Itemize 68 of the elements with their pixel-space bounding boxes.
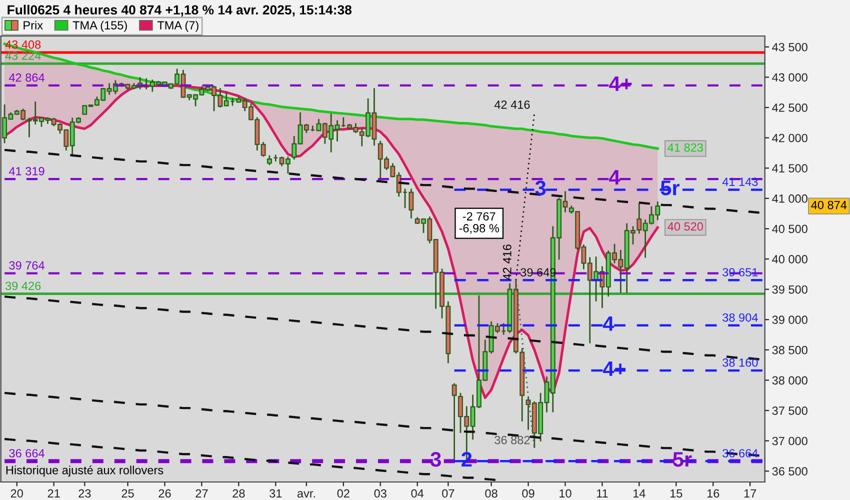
line-series — [515, 112, 536, 281]
y-tick-label: 37 000 — [772, 436, 808, 446]
y-tick-label: 43 500 — [772, 42, 808, 52]
x-tick-label: 14 — [633, 489, 646, 498]
x-tick-label: 28 — [232, 489, 245, 498]
x-tick-label: 15 — [670, 489, 682, 498]
y-tick-label: 41 000 — [772, 194, 808, 203]
y-tick-label: 42 000 — [772, 134, 808, 142]
data-label: 36 882 — [494, 436, 530, 444]
x-tick-label: 04 — [411, 489, 424, 498]
annotation: 3 — [535, 180, 546, 196]
x-tick-label: 21 — [48, 489, 60, 498]
x-tick-label: 27 — [196, 489, 208, 498]
data-label: 39 764 — [9, 261, 44, 270]
ref-line-label: 39 426 — [5, 282, 41, 290]
x-tick-label: 07 — [442, 489, 454, 498]
ref-line-label: 43 224 — [5, 52, 41, 60]
data-label: 41 319 — [8, 166, 44, 176]
annotation: 5r — [673, 452, 692, 467]
x-tick-label: 26 — [158, 489, 171, 498]
data-label: 38 160 — [722, 358, 758, 367]
x-tick-label: 25 — [122, 489, 134, 498]
data-label: 36 664 — [9, 449, 44, 458]
annotation: 3 — [430, 452, 441, 467]
y-tick-label: 39 500 — [772, 285, 808, 294]
annotation: 2 — [462, 452, 472, 467]
x-tick-label: 09 — [522, 489, 534, 498]
y-tick-label: 39 000 — [772, 316, 808, 324]
data-label: 42 864 — [8, 73, 44, 82]
y-tick-label: 43 000 — [772, 73, 808, 82]
data-label: 42 416 — [494, 100, 530, 109]
y-tick-label: 40 500 — [772, 224, 808, 234]
text: 40 874 — [811, 200, 847, 210]
data-label: 38 904 — [722, 313, 758, 322]
data-label: 39 651 — [722, 268, 758, 276]
annotation: -2 767 -6,98 % — [459, 212, 500, 234]
annotation: Historique ajusté aux rollovers — [6, 466, 164, 477]
legend-label: Prix — [24, 20, 43, 30]
y-tick-label: 41 500 — [772, 164, 808, 172]
y-tick-label: 42 500 — [772, 104, 808, 112]
x-tick-label: 10 — [560, 489, 572, 498]
annotation: 4 — [602, 316, 614, 331]
candlestick — [267, 154, 272, 166]
data-label: 41 823 — [668, 143, 703, 152]
legend-label: TMA (7) — [157, 20, 198, 32]
candlestick — [452, 382, 457, 460]
x-tick-label: 11 — [596, 489, 608, 498]
y-tick-label: 40 000 — [772, 255, 808, 264]
data-label: 40 520 — [668, 222, 704, 231]
y-tick-label: 37 500 — [772, 406, 808, 415]
x-tick-label: 08 — [485, 489, 498, 498]
y-tick-label: 38 000 — [772, 376, 808, 385]
x-tick-label: 03 — [374, 489, 386, 498]
annotation: 42 416 — [502, 244, 512, 280]
x-tick-label: 16 — [707, 489, 720, 498]
x-tick-label: avr. — [297, 491, 315, 498]
x-tick-label: 17 — [744, 489, 756, 498]
y-tick-label: 36 500 — [772, 467, 808, 476]
chart-title: Full0625 4 heures 40 874 +1,18 % 14 avr. 2025, 15:14:38 — [8, 4, 352, 16]
annotation: 4 — [609, 170, 620, 184]
x-tick-label: 31 — [270, 489, 282, 498]
y-tick-label: 38 500 — [772, 346, 808, 354]
x-tick-label: 20 — [10, 489, 23, 498]
legend-label: TMA (155) — [72, 20, 127, 32]
data-label: 41 143 — [722, 178, 758, 186]
x-tick-label: 23 — [78, 489, 91, 498]
annotation: 5r — [660, 180, 680, 196]
x-tick-label: 02 — [337, 489, 350, 498]
